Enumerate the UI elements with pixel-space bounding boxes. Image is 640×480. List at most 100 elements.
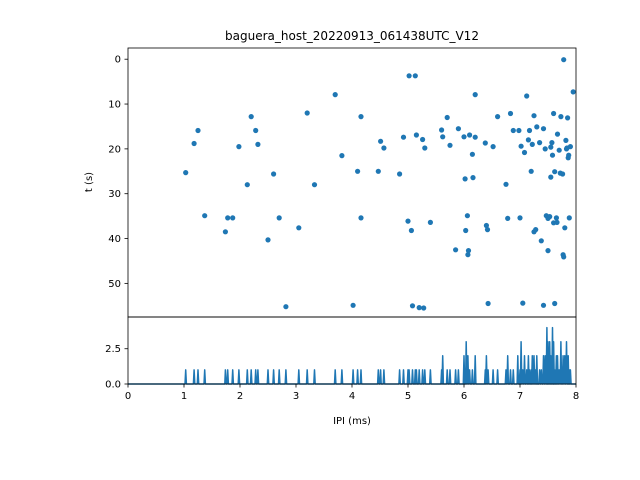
scatter-point <box>472 92 478 98</box>
scatter-point <box>567 144 574 150</box>
y-tick-label: 50 <box>108 279 121 290</box>
scatter-axes: baguera_host_20220913_061438UTC_V12 0 10 2… <box>84 29 577 318</box>
scatter-point <box>561 57 567 63</box>
scatter-point <box>244 182 250 188</box>
scatter-point <box>529 141 535 147</box>
scatter-point <box>516 127 522 134</box>
scatter-point <box>339 153 345 159</box>
scatter-point <box>248 114 254 120</box>
scatter-point <box>467 132 473 138</box>
scatter-point <box>283 304 289 310</box>
scatter-point <box>484 227 491 233</box>
y-tick-label: 20 <box>108 144 121 155</box>
x-tick-label: 3 <box>293 391 299 402</box>
scatter-point <box>195 127 201 134</box>
scatter-point <box>202 213 208 219</box>
scatter-point <box>534 124 540 130</box>
scatter-point <box>465 252 471 258</box>
scatter-point <box>560 171 566 177</box>
scatter-point <box>332 92 338 98</box>
scatter-point <box>565 115 571 121</box>
scatter-point <box>528 168 534 174</box>
scatter-point <box>525 137 532 143</box>
scatter-point <box>556 147 562 153</box>
scatter-point <box>420 136 426 143</box>
scatter-point <box>265 237 271 243</box>
histogram-axes: 0.0 2.5 0 1 2 3 4 5 6 7 8 IPI (ms) <box>105 316 579 427</box>
y-tick-label: 2.5 <box>105 344 121 355</box>
scatter-point <box>397 171 403 177</box>
scatter-point <box>526 127 533 134</box>
scatter-point <box>464 213 470 219</box>
scatter-point <box>406 73 412 79</box>
scatter-point <box>439 127 445 133</box>
scatter-point <box>405 218 411 224</box>
y-tick-label: 0.0 <box>105 380 121 391</box>
scatter-point <box>533 227 539 233</box>
scatter-point <box>183 170 189 176</box>
scatter-point <box>554 219 560 225</box>
scatter-point <box>538 238 544 244</box>
scatter-point <box>548 174 554 180</box>
x-tick-label: 0 <box>125 391 131 402</box>
scatter-point <box>517 215 523 221</box>
scatter-point <box>505 215 511 221</box>
scatter-point <box>355 168 361 174</box>
scatter-point <box>358 114 364 120</box>
scatter-point <box>453 247 459 253</box>
scatter-point <box>230 215 236 221</box>
scatter-point <box>358 215 364 221</box>
scatter-point <box>551 110 557 117</box>
scatter-point <box>507 110 514 117</box>
scatter-point <box>562 225 568 231</box>
scatter-point <box>552 300 558 307</box>
scatter-point <box>427 219 433 225</box>
scatter-point <box>558 114 564 120</box>
scatter-point <box>462 176 468 182</box>
scatter-point <box>469 151 475 157</box>
scatter-point <box>510 127 516 134</box>
scatter-point <box>422 145 428 151</box>
scatter-point <box>409 303 416 309</box>
scatter-point <box>463 227 469 234</box>
x-axis-label: IPI (ms) <box>333 416 371 427</box>
y-tick-label: 10 <box>108 100 121 111</box>
scatter-point <box>440 134 446 140</box>
x-tick-label: 5 <box>405 391 411 402</box>
scatter-point <box>566 215 572 221</box>
scatter-point <box>542 146 548 152</box>
histogram-x-ticks: 0 1 2 3 4 5 6 7 8 <box>125 384 579 402</box>
scatter-point <box>553 215 560 221</box>
scatter-point <box>554 131 561 137</box>
scatter-point <box>561 254 567 260</box>
y-tick-label: 30 <box>108 189 121 200</box>
scatter-point <box>495 114 501 120</box>
histogram-y-ticks: 0.0 2.5 <box>105 344 128 391</box>
scatter-point <box>350 302 356 308</box>
scatter-point <box>548 144 554 150</box>
scatter-point <box>485 300 491 307</box>
scatter-point <box>225 215 231 221</box>
scatter-point <box>545 248 551 254</box>
histogram-frame <box>127 316 577 385</box>
scatter-point <box>296 225 302 231</box>
scatter-point <box>470 175 476 181</box>
y-tick-label: 40 <box>108 234 121 245</box>
scatter-point <box>447 142 453 148</box>
scatter-point <box>378 138 384 144</box>
scatter-point <box>518 143 524 149</box>
scatter-point <box>570 89 576 95</box>
scatter-point <box>400 134 407 140</box>
scatter-y-label: t (s) <box>84 172 95 192</box>
scatter-point <box>465 248 472 254</box>
scatter-point <box>472 134 478 140</box>
scatter-point <box>482 140 488 146</box>
scatter-point <box>547 214 553 220</box>
scatter-point <box>412 73 418 79</box>
scatter-point <box>549 152 556 158</box>
scatter-point <box>444 114 450 121</box>
x-tick-label: 6 <box>461 391 467 402</box>
scatter-point <box>490 144 496 150</box>
